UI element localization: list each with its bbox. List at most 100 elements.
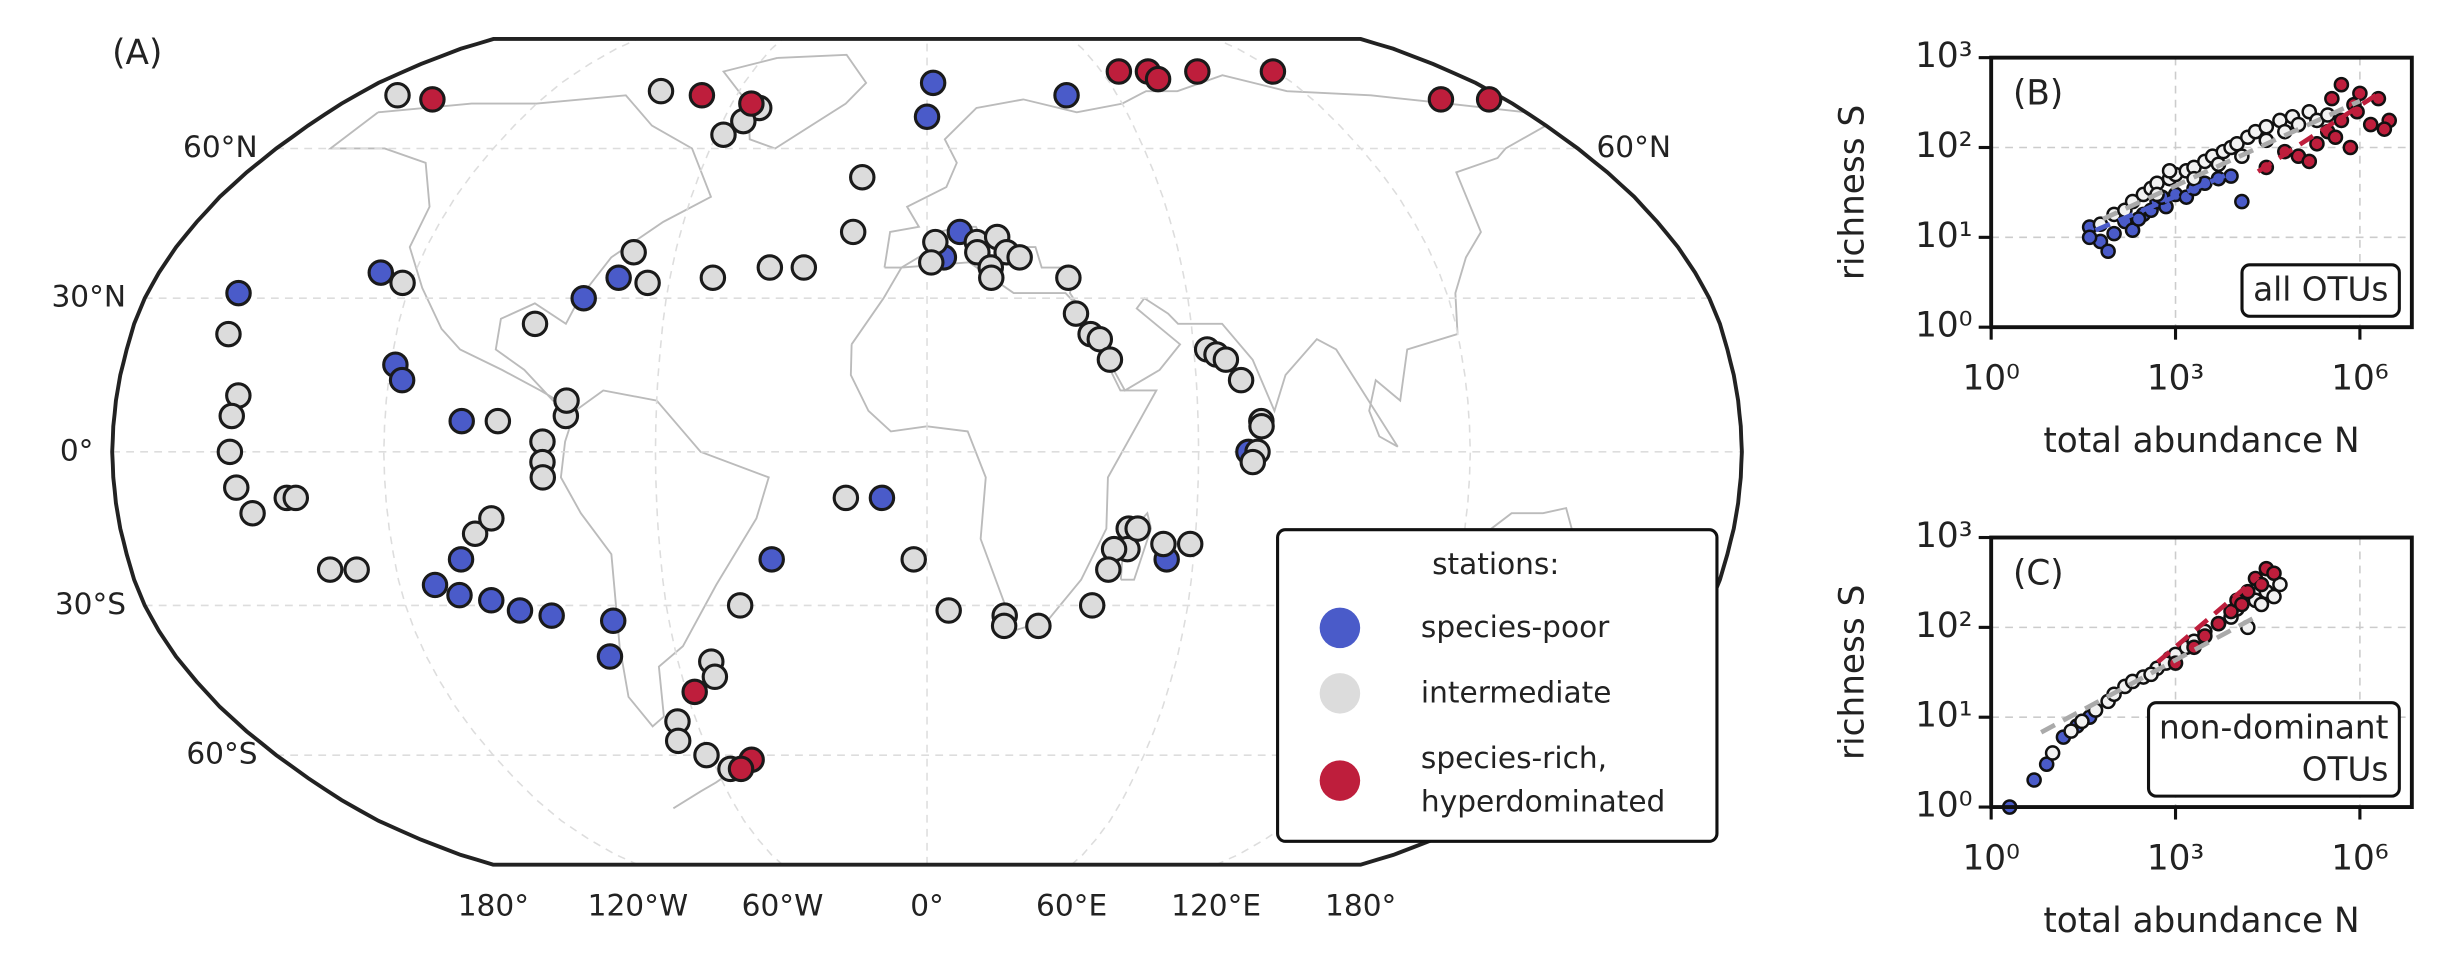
- station: [388, 366, 416, 394]
- station: [1055, 264, 1082, 292]
- station: [605, 264, 632, 292]
- station: [726, 592, 754, 619]
- point: [2266, 588, 2282, 605]
- station: [919, 69, 947, 97]
- station: [461, 520, 489, 547]
- point: [2074, 713, 2090, 730]
- y-tick-label: 60°N: [183, 130, 258, 164]
- station: [790, 254, 818, 281]
- point: [2100, 243, 2116, 260]
- legend-label-box: species-poor: [1420, 610, 1610, 646]
- panel-label: (C): [2013, 553, 2064, 593]
- coastline: [883, 74, 1548, 448]
- point: [2327, 129, 2344, 146]
- x-axis-label: total abundance N: [2043, 901, 2359, 941]
- station: [596, 643, 624, 670]
- x-tick-label: 10⁰: [1962, 359, 2019, 399]
- station: [693, 741, 720, 769]
- point: [2106, 225, 2122, 242]
- meridian: [1071, 38, 1200, 866]
- station: [918, 249, 945, 276]
- station: [1475, 86, 1503, 113]
- station: [1144, 65, 1172, 93]
- y-axis-label: richness S: [1833, 585, 1873, 760]
- legend-title: stations:: [1432, 547, 1559, 581]
- annotation: non-dominant OTUs: [2146, 701, 2401, 798]
- station: [688, 82, 716, 109]
- station: [681, 678, 708, 706]
- station: [664, 727, 692, 755]
- point: [2081, 229, 2098, 246]
- station: [832, 484, 860, 512]
- x-tick-label: 0°: [910, 888, 944, 922]
- station: [521, 310, 549, 338]
- x-tick-label: 60°E: [1036, 888, 1107, 922]
- y-tick-label: 10³: [1915, 516, 1972, 556]
- x-tick-label: 180°: [458, 888, 529, 922]
- station: [1239, 448, 1267, 476]
- station: [868, 484, 896, 512]
- station: [900, 546, 927, 573]
- station: [701, 663, 729, 691]
- point: [2376, 121, 2393, 137]
- station: [478, 587, 505, 614]
- station: [599, 607, 627, 635]
- station: [647, 77, 675, 105]
- x-tick-label: 120°W: [588, 888, 689, 922]
- y-axis-label: richness S: [1833, 105, 1873, 280]
- axes-frame: [1989, 55, 2414, 330]
- x-tick-label: 10⁶: [2331, 839, 2388, 879]
- y-tick-label: 60°S: [186, 737, 257, 771]
- station: [738, 90, 765, 117]
- station: [282, 484, 310, 512]
- x-tick-label: 10⁶: [2331, 359, 2388, 399]
- station: [935, 597, 962, 624]
- legend-label-box: intermediate: [1421, 676, 1611, 710]
- point: [2130, 211, 2147, 227]
- x-tick-label: 10³: [2147, 839, 2204, 879]
- fit-line: [2156, 575, 2260, 664]
- legend-label-box: species-rich, hyperdominated: [1420, 741, 1666, 820]
- panel-label: (B): [2013, 74, 2063, 114]
- point: [2253, 596, 2270, 613]
- legend-label: species-poor: [1420, 610, 1610, 646]
- station: [570, 284, 597, 312]
- station: [1124, 515, 1151, 542]
- station: [1053, 82, 1080, 109]
- station: [553, 387, 580, 414]
- station: [1006, 244, 1033, 271]
- x-tick-label: 10³: [2147, 359, 2204, 399]
- station: [1105, 58, 1133, 85]
- point: [2333, 76, 2350, 93]
- legend-swatch: [1319, 607, 1361, 649]
- station: [758, 546, 785, 573]
- y-tick-label: 0°: [60, 433, 94, 467]
- station: [218, 402, 245, 430]
- fit-line: [2102, 98, 2361, 222]
- y-tick-label: 10³: [1915, 36, 1972, 76]
- station: [1227, 366, 1255, 394]
- point: [2063, 723, 2079, 739]
- station: [529, 464, 557, 491]
- station: [506, 597, 534, 624]
- x-axis-label: total abundance N: [2043, 421, 2359, 461]
- y-tick-label: 30°N: [51, 280, 126, 314]
- station: [1086, 325, 1114, 353]
- station: [1095, 556, 1122, 583]
- coastline: [327, 94, 713, 412]
- annotation-box: non-dominant OTUs: [2146, 701, 2401, 798]
- station: [1150, 530, 1177, 558]
- station: [215, 320, 242, 348]
- legend-box: [1276, 528, 1719, 843]
- point: [2026, 772, 2042, 788]
- legend-label: species-rich, hyperdominated: [1420, 741, 1666, 820]
- station: [978, 264, 1005, 292]
- station: [1184, 58, 1211, 85]
- station: [478, 505, 505, 532]
- point: [2258, 118, 2275, 135]
- legend-swatch: [1319, 673, 1361, 714]
- station: [1259, 58, 1287, 85]
- station: [1212, 346, 1240, 373]
- station: [419, 86, 446, 113]
